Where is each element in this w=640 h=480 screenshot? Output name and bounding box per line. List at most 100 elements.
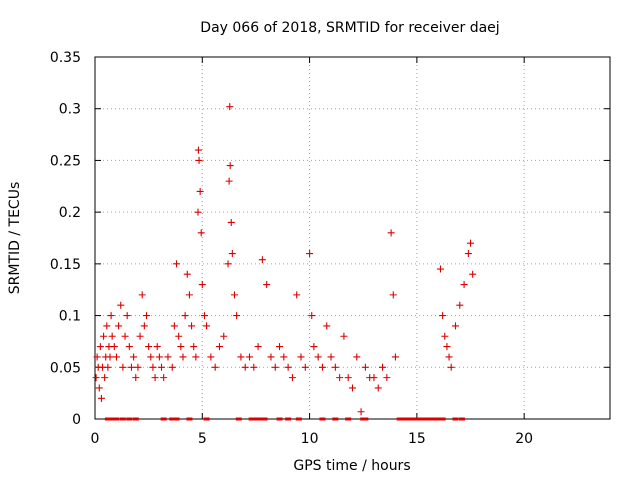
data-point	[331, 363, 339, 371]
y-tick-label: 0.35	[50, 50, 81, 66]
y-tick-label: 0.1	[59, 309, 81, 325]
data-point	[101, 374, 109, 382]
data-point	[224, 260, 232, 268]
data-point	[95, 384, 103, 392]
data-point	[443, 343, 451, 351]
y-tick-label: 0.15	[50, 257, 81, 273]
data-point	[200, 312, 208, 320]
data-point	[207, 353, 215, 361]
data-point	[246, 353, 253, 361]
data-point	[318, 363, 326, 371]
data-point	[336, 374, 344, 382]
data-point	[107, 312, 115, 320]
data-point	[117, 301, 125, 309]
data-point	[280, 353, 288, 361]
data-points	[92, 103, 477, 421]
y-tick-labels: 0 0.05 0.1 0.15 0.2 0.25 0.3 0.35	[50, 50, 81, 428]
data-point	[460, 281, 468, 289]
data-point	[226, 103, 234, 111]
data-point	[127, 363, 135, 371]
data-point	[467, 239, 475, 247]
data-point	[149, 363, 157, 371]
data-point	[452, 322, 459, 330]
data-point	[456, 301, 464, 309]
data-point	[183, 270, 191, 278]
data-point	[92, 374, 100, 382]
data-point	[225, 177, 233, 185]
data-point	[100, 332, 108, 340]
data-point	[211, 363, 219, 371]
data-point	[323, 322, 331, 330]
data-point	[153, 343, 161, 351]
data-point	[125, 343, 133, 351]
data-point	[297, 353, 305, 361]
data-point	[192, 353, 200, 361]
data-point	[379, 363, 387, 371]
grid-lines	[95, 57, 610, 419]
data-point	[220, 332, 228, 340]
data-point	[439, 312, 447, 320]
data-point	[123, 312, 131, 320]
data-point	[445, 353, 453, 361]
data-point	[387, 229, 395, 237]
data-point	[140, 322, 148, 330]
x-tick-label: 5	[198, 431, 207, 447]
data-point	[104, 363, 112, 371]
data-point	[344, 374, 352, 382]
data-point	[194, 146, 202, 154]
data-point	[106, 353, 114, 361]
data-point	[198, 281, 206, 289]
x-tick-labels: 0 5 10 15 20	[91, 431, 534, 447]
data-point	[147, 353, 155, 361]
data-point	[276, 343, 284, 351]
data-point	[115, 322, 123, 330]
data-point	[96, 343, 104, 351]
data-point	[97, 394, 105, 402]
data-point	[93, 353, 101, 361]
data-point	[226, 162, 234, 170]
data-point	[361, 363, 369, 371]
data-point	[237, 353, 245, 361]
x-tick-label: 10	[301, 431, 319, 447]
data-point	[233, 312, 241, 320]
data-point	[250, 363, 258, 371]
data-point	[215, 343, 223, 351]
data-point	[181, 312, 189, 320]
x-axis-label: GPS time / hours	[293, 458, 410, 474]
data-point	[227, 218, 235, 226]
data-point	[284, 363, 292, 371]
data-point	[130, 353, 138, 361]
data-point	[228, 250, 236, 258]
data-point	[121, 332, 129, 340]
data-point	[112, 353, 120, 361]
data-point	[110, 343, 118, 351]
y-tick-label: 0.25	[50, 153, 81, 169]
x-tick-label: 0	[91, 431, 100, 447]
data-point	[469, 270, 477, 278]
data-point	[103, 322, 111, 330]
data-point	[230, 291, 238, 299]
data-point	[340, 332, 348, 340]
y-tick-label: 0	[72, 412, 81, 428]
data-point	[301, 363, 309, 371]
data-point	[132, 374, 140, 382]
x-tick-label: 20	[515, 431, 533, 447]
x-tick-label: 15	[408, 431, 426, 447]
data-point	[173, 260, 181, 268]
data-point	[119, 363, 127, 371]
data-point	[134, 363, 142, 371]
data-point	[267, 353, 275, 361]
data-point	[374, 384, 382, 392]
data-point	[175, 332, 183, 340]
data-point	[241, 363, 249, 371]
data-point	[179, 353, 187, 361]
data-point	[258, 256, 266, 264]
chart-title: Day 066 of 2018, SRMTID for receiver dae…	[200, 20, 499, 36]
data-point	[353, 353, 361, 361]
data-point	[447, 363, 455, 371]
data-point	[195, 156, 203, 164]
data-point	[306, 250, 314, 258]
data-point	[327, 353, 335, 361]
data-point	[170, 322, 178, 330]
